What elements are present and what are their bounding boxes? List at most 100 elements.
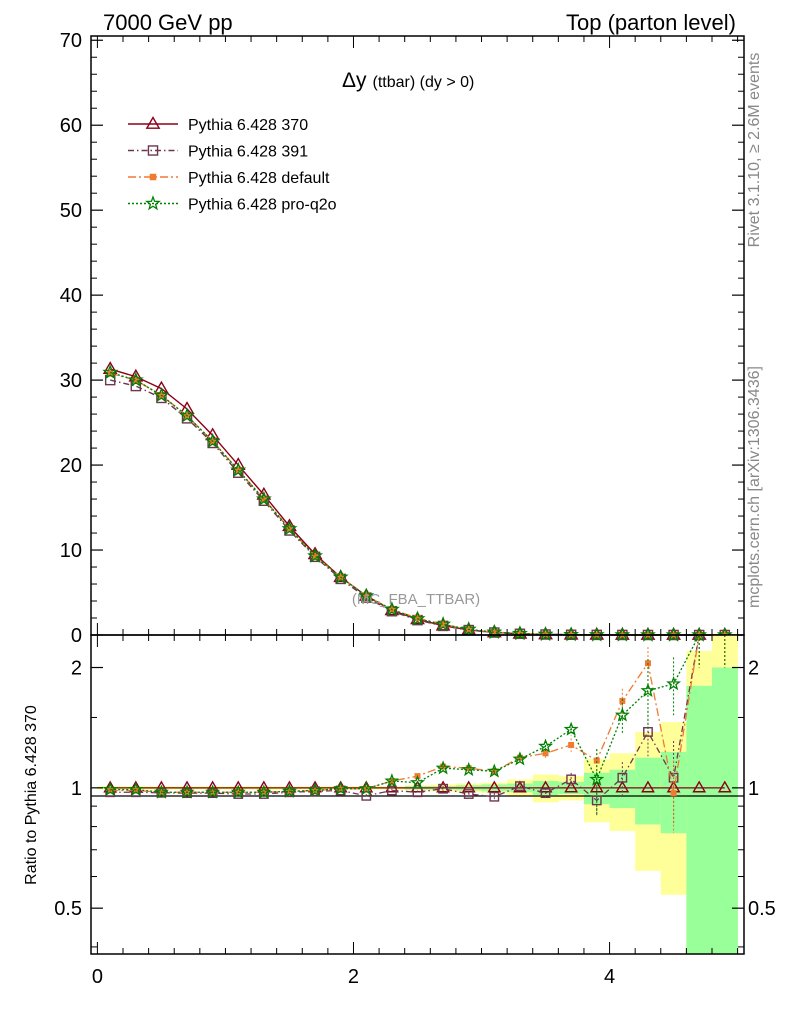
ratio-point	[284, 787, 295, 798]
data-point	[230, 461, 247, 477]
y-tick-label: 40	[60, 285, 82, 307]
ratio-point	[182, 788, 192, 799]
data-point	[307, 547, 324, 563]
legend-marker	[149, 173, 157, 181]
legend-marker	[145, 195, 161, 211]
legend-label: Pythia 6.428 370	[188, 117, 308, 134]
ratio-point	[436, 780, 451, 793]
ratio-series-4	[102, 634, 726, 817]
ratio-plot-frame	[90, 634, 745, 955]
ratio-plot-data	[102, 634, 732, 834]
legend-marker	[147, 145, 159, 156]
watermark: (MC_FBA_TTBAR)	[352, 591, 480, 608]
plot-title-main: Δy	[342, 69, 367, 92]
ratio-point	[307, 782, 323, 797]
data-point	[435, 616, 452, 632]
plot-title-sub: (ttbar) (dy > 0)	[373, 74, 475, 91]
y-tick-label: 10	[60, 540, 82, 562]
ratio-point	[463, 789, 474, 799]
ratio-y-tick-label: 1	[71, 778, 82, 800]
ratio-point	[487, 780, 502, 793]
ratio-point	[128, 781, 144, 796]
ratio-point	[310, 786, 320, 797]
ratio-point	[717, 780, 732, 793]
ratio-point	[589, 771, 605, 786]
plot-title: Δy (ttbar) (dy > 0)	[342, 69, 474, 92]
series-line	[110, 371, 725, 636]
y-tick-label: 70	[60, 30, 82, 52]
data-point	[537, 626, 554, 642]
data-point	[153, 387, 170, 403]
ratio-point	[333, 780, 349, 796]
ratio-point	[207, 788, 218, 799]
header-right: Top (parton level)	[566, 10, 736, 35]
ratio-point	[564, 780, 579, 793]
data-point	[460, 621, 477, 637]
y-tick-label: 50	[60, 200, 82, 222]
y-tick-label: 60	[60, 115, 82, 137]
ratio-point	[614, 707, 630, 722]
ratio-point	[486, 763, 502, 778]
ratio-point	[384, 773, 400, 788]
ratio-point	[179, 784, 195, 799]
x-tick-label: 4	[604, 966, 615, 988]
ratio-point	[666, 676, 682, 691]
ratio-point	[538, 780, 553, 793]
rivet-label: Rivet 3.1.10, ≥ 2.6M events	[746, 53, 763, 248]
ratio-plot-axes: 0.5 0.5 1 1 2 2 0 2 4	[54, 635, 776, 988]
ratio-point	[670, 790, 677, 797]
data-point	[332, 568, 349, 584]
y-tick-label: 30	[60, 370, 82, 392]
data-point	[204, 432, 221, 449]
ratio-point	[568, 742, 575, 748]
main-plot-axes: 0 10 20 30 40 50 60 70	[60, 30, 744, 647]
ratio-y-tick-label-right: 0.5	[748, 898, 776, 920]
ratio-plot: 0.5 0.5 1 1 2 2 0 2 4	[54, 634, 776, 988]
ratio-point	[153, 784, 169, 799]
data-point	[588, 626, 605, 642]
ratio-point	[566, 774, 577, 785]
ratio-point	[410, 774, 425, 790]
ratio-point	[538, 738, 554, 753]
green-band-bin	[609, 769, 636, 809]
ratio-point	[591, 795, 602, 806]
legend-marker	[145, 116, 161, 129]
ratio-point	[281, 783, 297, 798]
header-left: 7000 GeV pp	[103, 10, 233, 35]
legend: Pythia 6.428 370 Pythia 6.428 391 Pythia 6…	[128, 116, 337, 214]
ratio-point	[205, 784, 221, 799]
ratio-point	[563, 721, 579, 736]
data-point	[309, 551, 321, 563]
svg-text:Δy(ttbar) (dy > 0): Δy (ttbar) (dy > 0)	[342, 69, 474, 92]
green-band-bin	[635, 757, 662, 825]
ratio-point	[358, 780, 374, 796]
ratio-point	[540, 788, 551, 799]
x-tick-label: 2	[348, 966, 359, 988]
ratio-point	[438, 783, 449, 794]
data-point	[511, 625, 528, 641]
ratio-y-tick-label-right: 1	[748, 778, 759, 800]
ratio-point	[640, 682, 656, 698]
legend-label: Pythia 6.428 391	[188, 144, 308, 161]
ratio-point	[386, 785, 397, 796]
green-band-bin	[711, 667, 738, 954]
ratio-y-tick-label: 0.5	[54, 898, 82, 920]
data-point	[409, 610, 426, 626]
ratio-point	[513, 780, 527, 793]
ratio-ylabel: Ratio to Pythia 6.428 370	[23, 705, 40, 885]
data-point	[383, 601, 400, 617]
data-point	[127, 371, 144, 387]
series-4	[102, 364, 733, 642]
legend-entry: Pythia 6.428 default	[128, 170, 330, 187]
data-point	[281, 520, 298, 536]
ratio-point	[692, 780, 707, 793]
ratio-point	[589, 780, 604, 793]
ratio-point	[489, 791, 500, 802]
ratio-point	[435, 760, 451, 775]
data-point	[563, 626, 580, 642]
ratio-point	[515, 781, 525, 792]
ratio-point	[617, 772, 628, 783]
x-tick-label: 0	[92, 966, 103, 988]
ratio-y-tick-label-right: 2	[748, 658, 759, 680]
